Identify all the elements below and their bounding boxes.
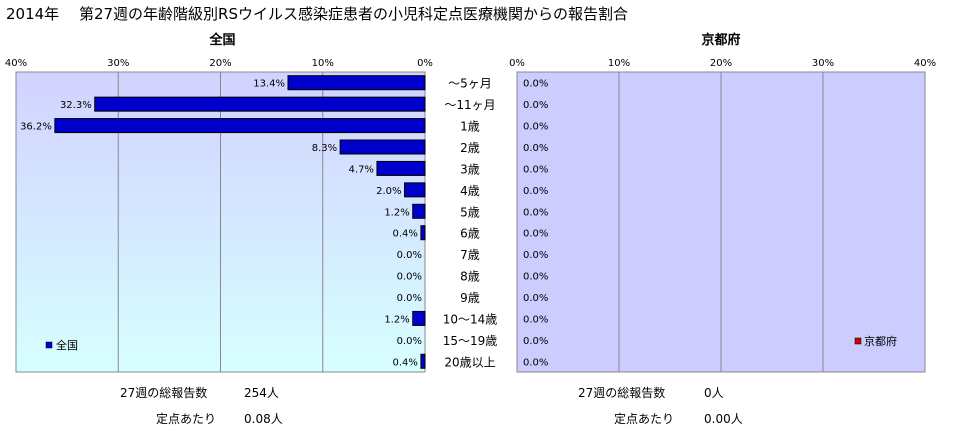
national-bar xyxy=(54,118,426,134)
kyoto-per-value: 0.00人 xyxy=(704,412,743,426)
kyoto-data-label: 0.0% xyxy=(523,357,548,368)
national-total-label: 27週の総報告数 xyxy=(120,386,208,400)
kyoto-legend-swatch xyxy=(854,337,862,345)
age-category-label: 2歳 xyxy=(460,141,480,155)
national-x-tick-label: 20% xyxy=(209,58,231,69)
national-total-value: 254人 xyxy=(244,386,279,400)
kyoto-x-tick-label: 40% xyxy=(914,58,936,69)
kyoto-per-label: 定点あたり xyxy=(614,412,675,426)
age-category-label: 10～14歳 xyxy=(443,312,498,326)
age-category-label: 20歳以上 xyxy=(444,355,495,369)
age-category-label: 15～19歳 xyxy=(443,334,498,348)
national-bar xyxy=(412,310,426,326)
kyoto-data-label: 0.0% xyxy=(523,229,548,240)
kyoto-x-tick-label: 20% xyxy=(710,58,732,69)
kyoto-data-label: 0.0% xyxy=(523,272,548,283)
age-category-labels: ～5ヶ月 ～11ヶ月 1歳 2歳 3歳 4歳 5歳 6歳 7歳 8歳 9歳 10～14歳 15～19歳 2… xyxy=(443,77,498,370)
kyoto-total-label: 27週の総報告数 xyxy=(578,386,666,400)
kyoto-x-tick-label: 10% xyxy=(608,58,630,69)
kyoto-x-tick-label: 0% xyxy=(509,58,525,69)
kyoto-data-label: 0.0% xyxy=(523,250,548,261)
national-data-label: 4.7% xyxy=(349,164,374,175)
national-bar xyxy=(404,182,426,198)
kyoto-data-label: 0.0% xyxy=(523,143,548,154)
kyoto-data-label: 0.0% xyxy=(523,314,548,325)
kyoto-data-label: 0.0% xyxy=(523,186,548,197)
national-data-label: 1.2% xyxy=(384,314,409,325)
kyoto-legend-label: 京都府 xyxy=(864,334,897,348)
age-category-label: 9歳 xyxy=(460,291,480,305)
kyoto-data-label: 0.0% xyxy=(523,293,548,304)
national-chart-title: 全国 xyxy=(208,32,235,48)
national-x-tick-label: 0% xyxy=(417,58,433,69)
national-bar xyxy=(339,139,426,155)
kyoto-data-label: 0.0% xyxy=(523,207,548,218)
kyoto-total-value: 0人 xyxy=(704,386,724,400)
age-category-label: 5歳 xyxy=(460,205,480,219)
kyoto-chart: 京都府 0% 10% 20% 30% 40% 0.0% 0.0% 0.0% 0.0% 0.0% 0.0… xyxy=(509,32,936,373)
kyoto-data-label: 0.0% xyxy=(523,100,548,111)
national-bar xyxy=(376,160,426,176)
national-legend-swatch xyxy=(45,341,53,349)
age-category-label: ～11ヶ月 xyxy=(444,98,495,112)
national-bar xyxy=(420,225,426,241)
national-per-value: 0.08人 xyxy=(244,412,283,426)
national-x-tick-label: 30% xyxy=(107,58,129,69)
age-category-label: 4歳 xyxy=(460,184,480,198)
national-legend-label: 全国 xyxy=(56,338,78,352)
national-data-label: 8.3% xyxy=(312,143,337,154)
national-data-label: 32.3% xyxy=(60,100,92,111)
age-category-label: 8歳 xyxy=(460,270,480,284)
age-category-label: ～5ヶ月 xyxy=(448,77,492,91)
national-x-tick-label: 40% xyxy=(5,58,27,69)
national-bar xyxy=(287,75,426,91)
national-data-label: 2.0% xyxy=(376,186,401,197)
national-bar xyxy=(94,96,426,112)
national-bar xyxy=(420,353,426,369)
national-x-tick-label: 10% xyxy=(312,58,334,69)
national-bar xyxy=(412,203,426,219)
national-per-label: 定点あたり xyxy=(156,412,217,426)
age-category-label: 3歳 xyxy=(460,162,480,176)
national-data-label: 36.2% xyxy=(20,122,52,133)
national-data-label: 0.4% xyxy=(393,357,418,368)
national-data-label: 0.0% xyxy=(397,336,422,347)
national-chart: 全国 0% 10% 20% 30% 40% 13.4% 32.3% 36.2% 8.3% 4.7%2… xyxy=(5,32,433,373)
age-category-label: 7歳 xyxy=(460,248,480,262)
kyoto-chart-title: 京都府 xyxy=(701,32,740,48)
national-data-label: 1.2% xyxy=(384,207,409,218)
kyoto-data-label: 0.0% xyxy=(523,336,548,347)
kyoto-data-label: 0.0% xyxy=(523,122,548,133)
kyoto-x-tick-label: 30% xyxy=(812,58,834,69)
age-category-label: 1歳 xyxy=(460,120,480,134)
national-data-label: 13.4% xyxy=(253,79,285,90)
national-data-label: 0.0% xyxy=(397,272,422,283)
age-category-label: 6歳 xyxy=(460,227,480,241)
page-title: 2014年 第27週の年齢階級別RSウイルス感染症患者の小児科定点医療機関からの… xyxy=(6,5,628,23)
kyoto-data-label: 0.0% xyxy=(523,164,548,175)
national-data-label: 0.0% xyxy=(397,250,422,261)
national-data-label: 0.4% xyxy=(393,229,418,240)
kyoto-data-label: 0.0% xyxy=(523,79,548,90)
national-data-label: 0.0% xyxy=(397,293,422,304)
